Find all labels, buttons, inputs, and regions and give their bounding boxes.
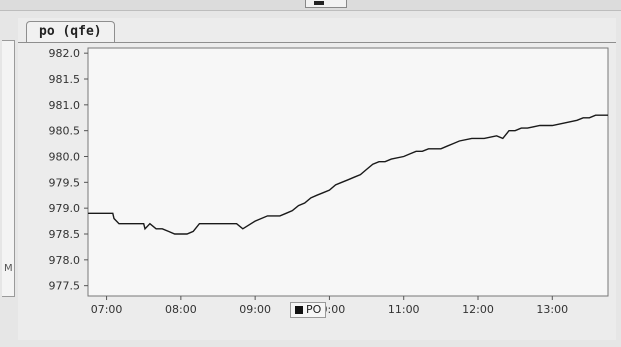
y-tick-label: 980.5: [49, 125, 81, 138]
legend-label-po: PO: [306, 303, 322, 316]
y-tick-label: 981.0: [49, 99, 81, 112]
y-tick-label: 978.0: [49, 254, 81, 267]
left-side-panel: M: [2, 40, 15, 297]
x-tick-label: 08:00: [165, 303, 197, 316]
legend-swatch-po: [295, 306, 303, 314]
y-tick-label: 978.5: [49, 228, 81, 241]
x-tick-label: 09:00: [239, 303, 271, 316]
top-legend-fragment: [305, 0, 347, 8]
y-tick-label: 979.0: [49, 202, 81, 215]
tab-po-qfe[interactable]: po (qfe): [26, 21, 115, 42]
plot-area: [87, 47, 609, 297]
y-axis: 977.5 978.0 978.5 979.0 979.5 980.0 980.5 981.0…: [49, 47, 88, 293]
y-tick-label: 981.5: [49, 73, 81, 86]
tab-bar: po (qfe): [18, 18, 616, 43]
x-tick-label: 13:00: [536, 303, 568, 316]
x-tick-label: 07:00: [91, 303, 123, 316]
x-tick-label: 12:00: [462, 303, 494, 316]
x-axis: 07:00 08:00 09:00 10:00 11:00 12:00 13:00: [91, 296, 568, 316]
chart-legend: PO: [290, 302, 327, 318]
top-strip: [0, 0, 621, 11]
y-tick-label: 977.5: [49, 280, 81, 293]
y-tick-label: 980.0: [49, 151, 81, 164]
series-line-po: [88, 114, 608, 235]
y-tick-label: 982.0: [49, 47, 81, 60]
left-panel-text: M: [4, 263, 13, 274]
x-tick-label: 11:00: [388, 303, 420, 316]
y-tick-label: 979.5: [49, 176, 81, 189]
